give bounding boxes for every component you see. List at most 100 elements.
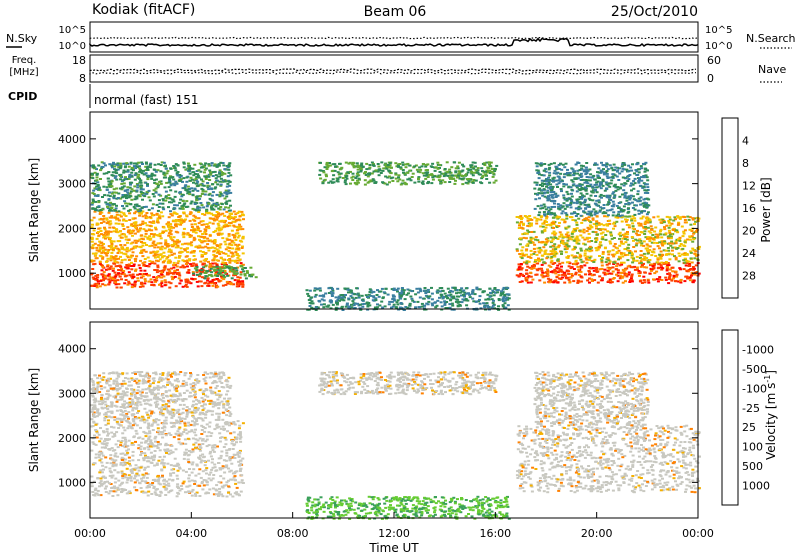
scatter-cell xyxy=(638,177,641,180)
scatter-cell xyxy=(199,260,203,263)
scatter-cell xyxy=(201,180,205,183)
scatter-cell xyxy=(540,231,544,234)
scatter-cell xyxy=(157,199,161,202)
scatter-cell xyxy=(217,268,221,271)
scatter-cell xyxy=(204,162,208,165)
scatter-cell xyxy=(227,180,231,183)
scatter-cell xyxy=(526,219,530,222)
scatter-cell xyxy=(191,167,195,170)
scatter-cell xyxy=(529,238,533,241)
scatter-cell xyxy=(152,195,156,198)
scatter-cell xyxy=(209,206,213,209)
scatter-cell xyxy=(354,165,358,168)
scatter-cell xyxy=(123,233,126,236)
scatter-cell xyxy=(228,247,232,250)
scatter-cell xyxy=(574,238,578,241)
scatter-cell xyxy=(153,256,157,259)
scatter-cell xyxy=(636,173,640,176)
scatter-cell xyxy=(221,271,225,274)
scatter-cell xyxy=(141,215,145,218)
scatter-cell xyxy=(538,211,542,214)
scatter-cell xyxy=(139,187,143,190)
scatter-cell xyxy=(169,175,173,178)
scatter-cell xyxy=(569,201,573,204)
scatter-cell xyxy=(140,251,144,254)
scatter-cell xyxy=(130,175,134,178)
scatter-cell xyxy=(595,181,599,184)
scatter-cell xyxy=(185,214,189,217)
scatter-cell xyxy=(96,231,100,233)
scatter-cell xyxy=(130,231,134,234)
scatter-cell xyxy=(589,183,593,186)
scatter-cell xyxy=(226,182,230,185)
scatter-cell xyxy=(592,269,596,272)
scatter-cell xyxy=(634,169,638,171)
scatter-cell xyxy=(196,173,200,176)
scatter-cell xyxy=(204,275,208,278)
scatter-cell xyxy=(431,176,435,179)
scatter-cell xyxy=(565,277,569,280)
scatter-cell xyxy=(561,210,565,213)
scatter-cell xyxy=(574,239,578,242)
scatter-cell xyxy=(107,278,111,281)
scatter-cell xyxy=(361,305,365,308)
scatter-cell xyxy=(691,218,695,221)
scatter-cell xyxy=(616,280,620,283)
scatter-cell xyxy=(665,267,669,270)
scatter-cell xyxy=(566,174,570,177)
scatter-cell xyxy=(168,178,171,181)
scatter-cell xyxy=(535,222,539,225)
scatter-cell xyxy=(329,301,333,304)
scatter-cell xyxy=(200,253,204,256)
scatter-cell xyxy=(535,165,539,168)
scatter-cell xyxy=(419,168,423,171)
scatter-cell xyxy=(620,214,624,217)
scatter-cell xyxy=(214,186,218,189)
scatter-cell xyxy=(555,183,559,186)
scatter-cell xyxy=(594,231,598,234)
scatter-cell xyxy=(549,270,553,273)
scatter-cell xyxy=(360,164,363,167)
scatter-cell xyxy=(561,205,565,208)
scatter-cell xyxy=(237,218,241,221)
scatter-cell xyxy=(552,216,556,219)
scatter-cell xyxy=(556,186,559,188)
scatter-cell xyxy=(627,175,631,177)
scatter-cell xyxy=(520,226,524,229)
scatter-cell xyxy=(627,207,630,210)
scatter-cell xyxy=(440,287,444,289)
scatter-cell xyxy=(617,255,621,258)
scatter-cell xyxy=(351,161,355,164)
scatter-cell xyxy=(576,238,580,241)
scatter-cell xyxy=(604,246,607,249)
scatter-cell xyxy=(154,244,158,246)
scatter-cell xyxy=(385,166,389,169)
scatter-cell xyxy=(122,228,126,230)
scatter-cell xyxy=(144,250,148,253)
scatter-cell xyxy=(566,245,570,248)
scatter-cell xyxy=(137,264,141,267)
scatter-cell xyxy=(597,185,601,188)
scatter-cell xyxy=(131,217,135,220)
scatter-cell xyxy=(625,196,629,199)
scatter-cell xyxy=(583,252,587,255)
scatter-cell xyxy=(538,187,542,190)
scatter-cell xyxy=(532,230,536,233)
scatter-cell xyxy=(437,179,441,182)
scatter-cell xyxy=(668,233,672,236)
scatter-cell xyxy=(222,179,225,182)
scatter-cell xyxy=(185,285,189,288)
scatter-cell xyxy=(683,229,687,232)
scatter-cell xyxy=(124,176,127,179)
scatter-cell xyxy=(659,233,663,236)
scatter-cell xyxy=(368,304,372,307)
scatter-cell xyxy=(636,168,640,171)
scatter-cell xyxy=(431,304,435,307)
scatter-cell xyxy=(215,278,219,280)
scatter-cell xyxy=(620,242,624,245)
scatter-cell xyxy=(102,249,105,252)
scatter-cell xyxy=(336,301,339,304)
scatter-cell xyxy=(158,216,161,219)
scatter-cell xyxy=(181,207,185,210)
scatter-cell xyxy=(214,255,218,258)
